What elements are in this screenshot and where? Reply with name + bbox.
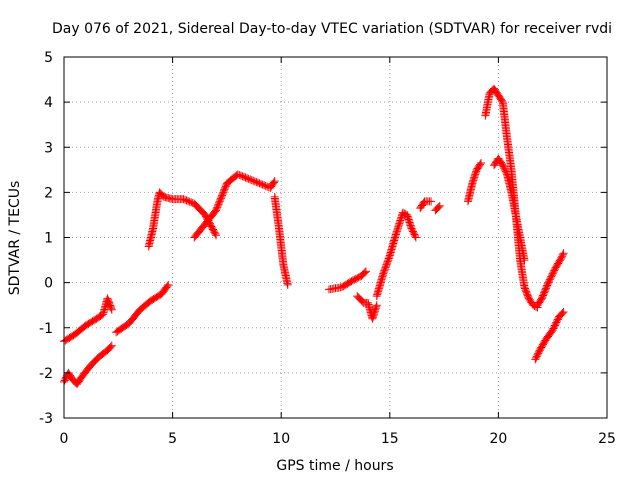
plot-frame xyxy=(63,56,608,419)
x-axis-label: GPS time / hours xyxy=(276,458,393,474)
y-tick-label: 2 xyxy=(44,185,53,201)
data-segment xyxy=(270,192,292,289)
data-point xyxy=(163,282,172,291)
y-tick-label: 4 xyxy=(44,95,53,111)
tick-marks xyxy=(63,56,608,419)
data-point xyxy=(476,160,485,169)
data-segment xyxy=(531,307,568,364)
x-tick-label: 0 xyxy=(60,431,69,447)
data-point xyxy=(283,280,292,289)
data-point xyxy=(361,267,370,276)
data-segment xyxy=(190,170,279,242)
y-tick-labels: -3 -2 -1 0 1 2 3 4 5 xyxy=(39,50,53,427)
chart-title: Day 076 of 2021, Sidereal Day-to-day VTE… xyxy=(52,21,612,37)
data-segment xyxy=(416,197,436,213)
data-point xyxy=(107,304,116,313)
grid-layer xyxy=(64,57,607,418)
data-segment xyxy=(533,249,568,310)
data-point xyxy=(164,280,173,289)
data-segment xyxy=(431,201,444,215)
data-point xyxy=(106,342,115,351)
data-point xyxy=(559,249,568,258)
data-point xyxy=(360,268,369,277)
data-segment xyxy=(490,154,529,265)
data-points xyxy=(60,84,568,389)
y-tick-label: -1 xyxy=(39,321,53,337)
data-point xyxy=(269,178,278,187)
data-point xyxy=(211,229,220,238)
data-point xyxy=(435,201,444,210)
y-tick-label: -2 xyxy=(39,366,53,382)
x-tick-label: 15 xyxy=(381,431,399,447)
data-point xyxy=(411,231,420,240)
data-point xyxy=(372,301,381,310)
data-point xyxy=(558,309,567,318)
data-point xyxy=(212,231,221,240)
data-segment xyxy=(144,188,221,251)
data-point xyxy=(558,250,567,259)
data-segment xyxy=(60,294,116,346)
y-tick-label: 1 xyxy=(44,231,53,247)
data-point xyxy=(411,233,420,242)
data-point xyxy=(427,197,436,206)
y-tick-label: -3 xyxy=(39,411,53,427)
data-point xyxy=(107,305,116,314)
x-tick-label: 25 xyxy=(598,431,616,447)
data-point xyxy=(434,203,443,212)
y-tick-label: 0 xyxy=(44,276,53,292)
data-segment xyxy=(372,208,420,301)
data-segment xyxy=(324,267,370,294)
data-segment xyxy=(481,84,542,312)
data-segment xyxy=(353,292,381,323)
y-tick-label: 5 xyxy=(44,50,53,66)
data-segment xyxy=(60,341,116,389)
y-axis-label: SDTVAR / TECUs xyxy=(7,181,23,296)
data-point xyxy=(107,341,116,350)
x-tick-labels: 0 5 10 15 20 25 xyxy=(60,431,616,447)
x-tick-label: 10 xyxy=(272,431,290,447)
data-point xyxy=(433,204,442,213)
data-point xyxy=(270,177,279,186)
data-point xyxy=(559,307,568,316)
data-segment xyxy=(463,159,486,206)
x-tick-label: 20 xyxy=(489,431,507,447)
data-point xyxy=(477,159,486,168)
y-tick-label: 3 xyxy=(44,140,53,156)
data-point xyxy=(520,256,529,265)
data-segment xyxy=(112,280,173,337)
x-tick-label: 5 xyxy=(168,431,177,447)
